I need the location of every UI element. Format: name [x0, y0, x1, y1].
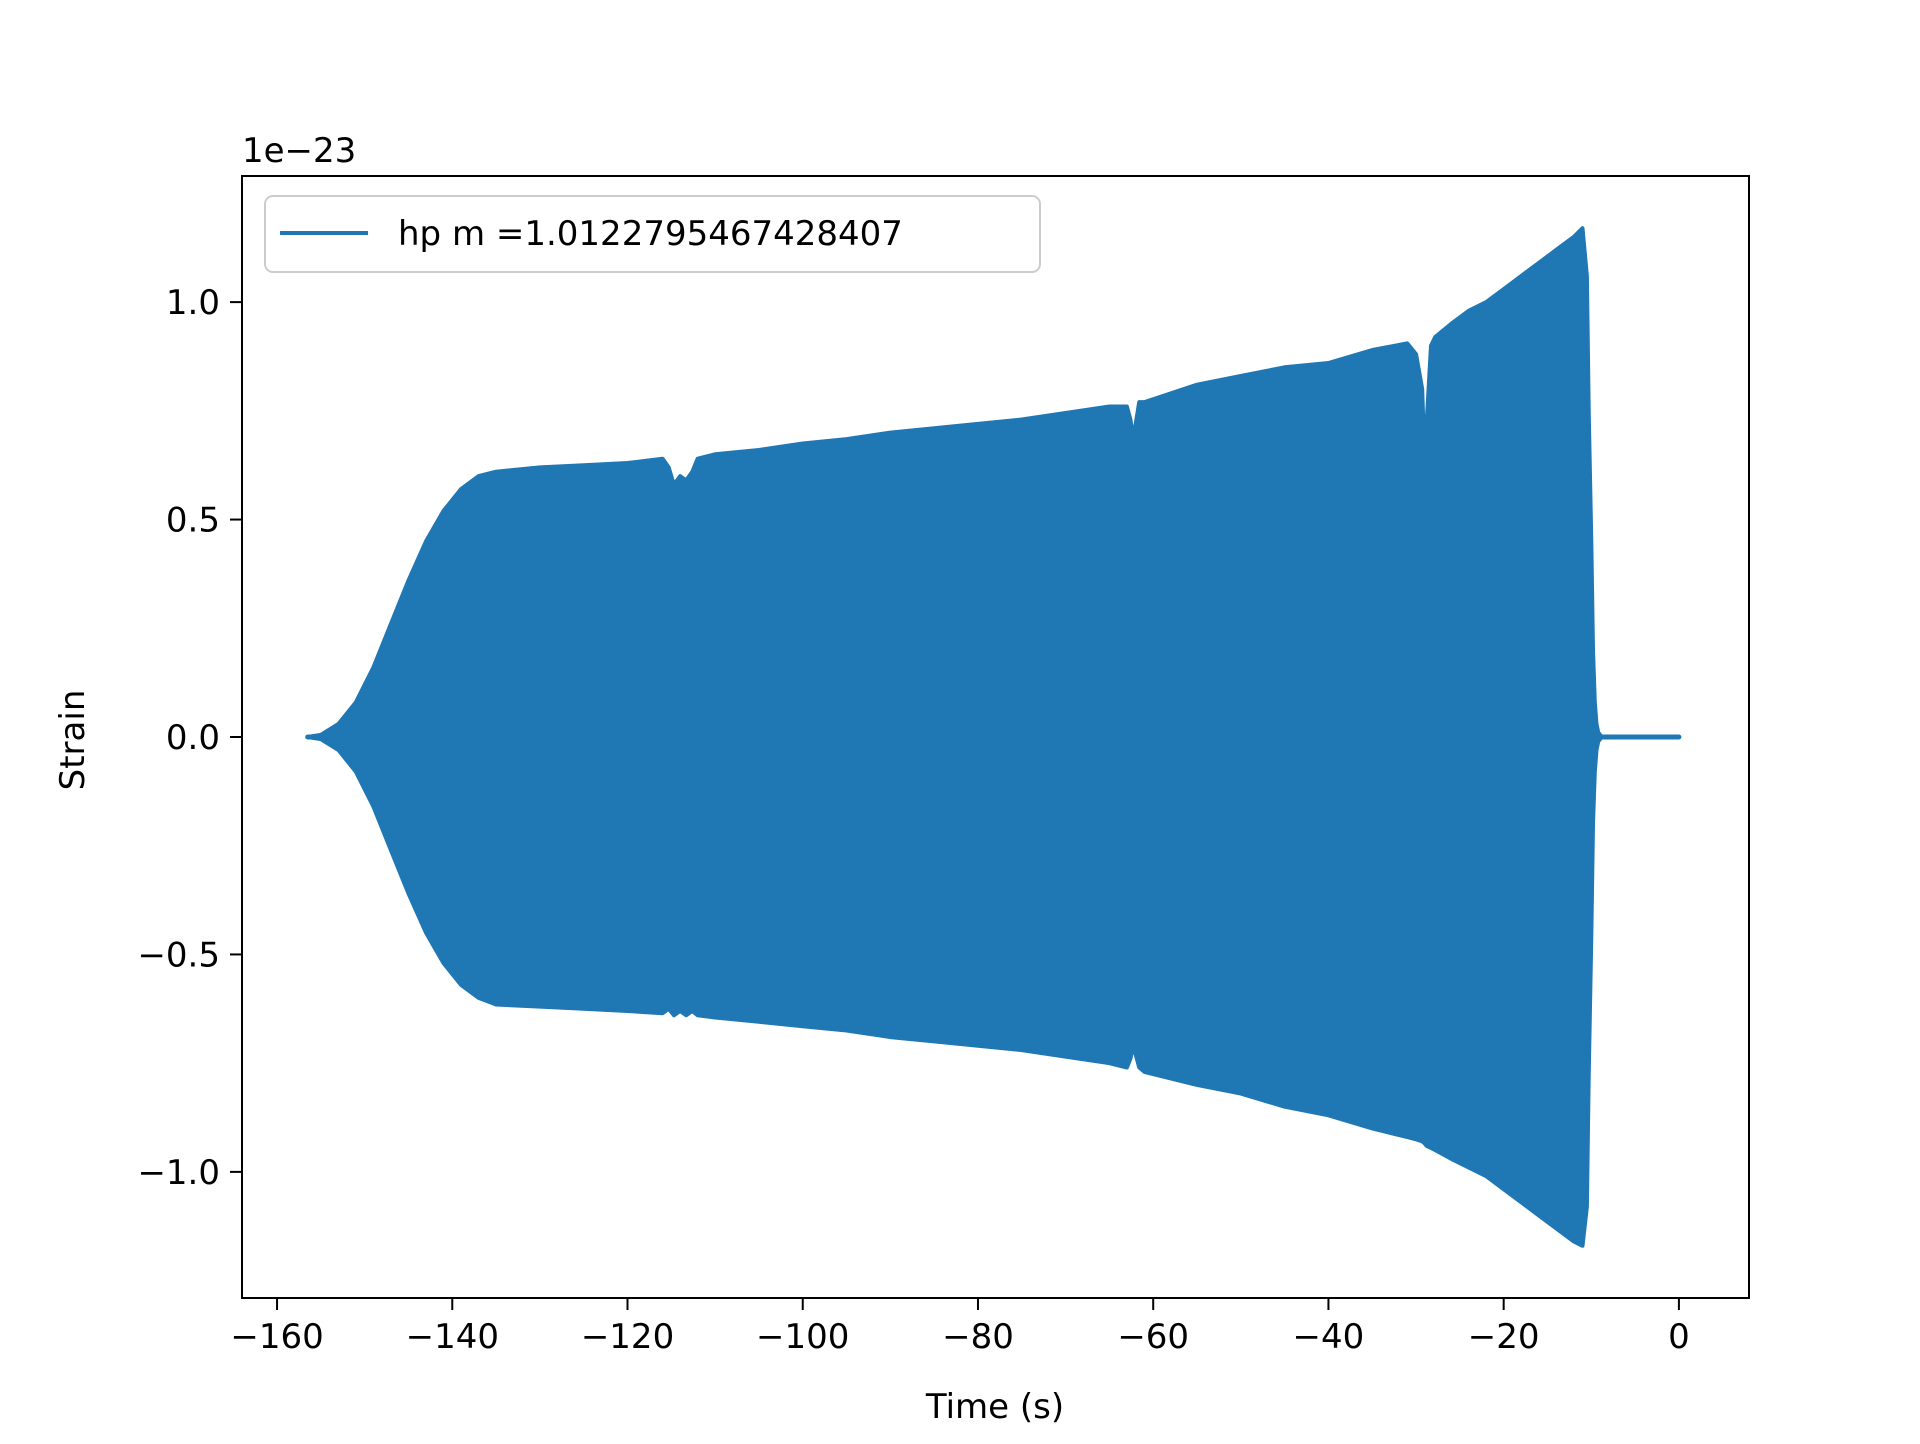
x-axis: −160 −140 −120 −100 −80 −60 −40 −20 0 [230, 1298, 1690, 1357]
legend-box [264, 195, 1041, 273]
y-tick-label: −0.5 [137, 935, 220, 975]
x-tick-label: −20 [1468, 1317, 1540, 1357]
x-tick-label: −140 [406, 1317, 499, 1357]
y-offset-text: 1e−23 [242, 131, 356, 171]
x-tick-label: 0 [1668, 1317, 1690, 1357]
x-axis-label: Time (s) [925, 1387, 1064, 1427]
y-tick-label: 0.5 [166, 501, 220, 541]
plot-area [305, 226, 1682, 1248]
x-tick-label: −80 [942, 1317, 1014, 1357]
x-tick-label: −40 [1293, 1317, 1365, 1357]
x-tick-label: −60 [1117, 1317, 1189, 1357]
y-axis-label: Strain [53, 690, 93, 791]
y-axis: −1.0 −0.5 0.0 0.5 1.0 [137, 283, 242, 1193]
x-tick-label: −100 [756, 1317, 849, 1357]
legend: hp m =1.0122795467428407 [264, 195, 1041, 273]
y-tick-label: 1.0 [166, 283, 220, 323]
x-tick-label: −120 [581, 1317, 674, 1357]
legend-label: hp m =1.0122795467428407 [398, 214, 903, 254]
y-tick-label: −1.0 [137, 1153, 220, 1193]
x-tick-label: −160 [230, 1317, 323, 1357]
y-tick-label: 0.0 [166, 718, 220, 758]
